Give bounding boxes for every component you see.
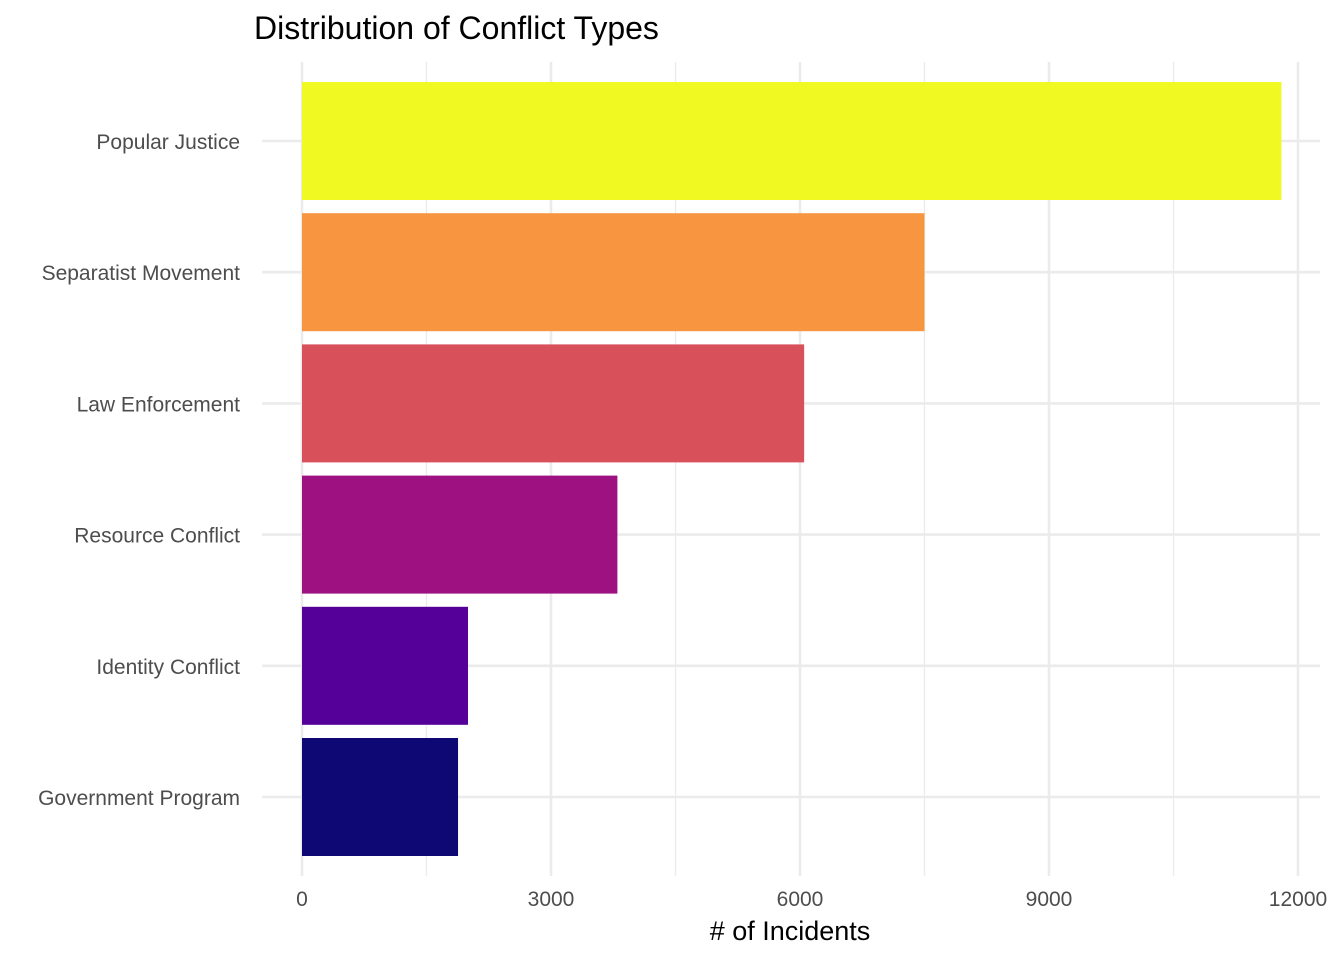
x-tick-label: 0 [296, 888, 308, 911]
chart-title: Distribution of Conflict Types [254, 10, 659, 46]
bars [302, 82, 1282, 856]
y-axis-tick-labels: Popular Justice Separatist Movement Law En… [38, 131, 240, 810]
bar-separatist-movement [302, 213, 925, 332]
x-axis-title: # of Incidents [710, 916, 871, 946]
bar-identity-conflict [302, 606, 468, 725]
y-tick-label: Government Program [38, 787, 240, 810]
y-tick-label: Separatist Movement [42, 262, 241, 285]
bar-resource-conflict [302, 475, 618, 594]
x-tick-label: 12000 [1269, 888, 1327, 911]
bar-government-program [302, 738, 459, 856]
y-tick-label: Law Enforcement [77, 393, 241, 416]
y-tick-label: Popular Justice [96, 131, 240, 154]
x-axis-tick-labels: 0 3000 6000 9000 12000 [296, 888, 1327, 911]
y-tick-label: Resource Conflict [74, 525, 240, 548]
x-tick-label: 3000 [528, 888, 575, 911]
x-tick-label: 6000 [777, 888, 824, 911]
x-tick-label: 9000 [1026, 888, 1073, 911]
bar-popular-justice [302, 82, 1282, 200]
bar-law-enforcement [302, 344, 805, 463]
y-tick-label: Identity Conflict [96, 656, 240, 679]
